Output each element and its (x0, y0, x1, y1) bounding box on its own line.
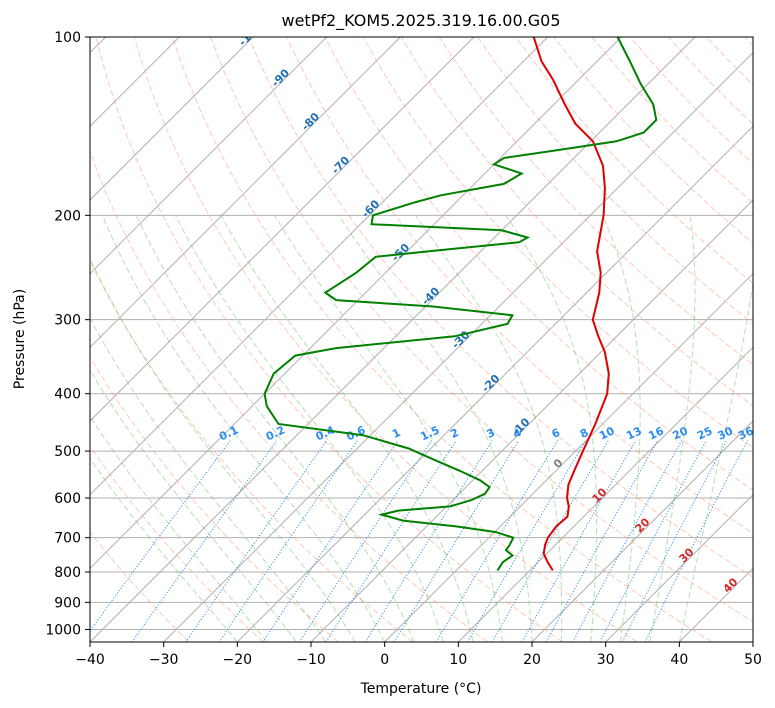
dry-adiabat-line (90, 445, 264, 642)
isotherm-line (236, 125, 753, 642)
y-tick-label: 200 (54, 208, 81, 224)
y-tick-label: 500 (54, 444, 81, 460)
mixing-ratio-line (599, 440, 707, 642)
mixing-ratio-line (545, 440, 659, 642)
isotherm-label: -100 (236, 20, 265, 49)
y-tick-label: 900 (54, 595, 81, 611)
mixing-ratio-label: 36 (736, 424, 756, 442)
x-tick-label: 0 (380, 652, 389, 668)
mixing-ratio-label: 16 (646, 424, 666, 442)
x-tick-label: 30 (597, 652, 615, 668)
mixing-ratio-line (491, 440, 609, 642)
mixing-ratio-line (262, 440, 399, 642)
y-tick-label: 400 (54, 387, 81, 403)
dry-adiabat-line (90, 356, 339, 642)
x-tick-label: −20 (223, 652, 253, 668)
x-tick-label: −30 (149, 652, 179, 668)
moist-adiabat-line (415, 215, 563, 642)
mixing-ratio-line (644, 440, 748, 642)
isotherm-line (90, 37, 254, 201)
dry-adiabat-line (248, 37, 753, 578)
mixing-ratio-label: 20 (671, 424, 691, 442)
dry-adiabat-line (133, 37, 638, 642)
moist-adiabat-line (90, 415, 268, 642)
mixing-ratio-line (185, 440, 328, 642)
y-tick-label: 700 (54, 531, 81, 547)
moist-adiabat-line (90, 317, 327, 642)
y-tick-label: 100 (54, 30, 81, 46)
chart-title: wetPf2_KOM5.2025.319.16.00.G05 (281, 11, 560, 31)
dry-adiabat-line (515, 37, 753, 284)
moist-adiabat-line (90, 368, 297, 642)
dewpoint-profile-line (263, 37, 658, 571)
x-tick-label: 20 (523, 652, 541, 668)
x-axis-label: Temperature (°C) (360, 681, 482, 697)
isotherm-line (90, 37, 328, 275)
mixing-ratio-label: 30 (716, 424, 736, 442)
dry-adiabat-line (95, 37, 563, 642)
x-tick-label: 50 (744, 652, 762, 668)
isotherm-line (90, 37, 622, 570)
temperature-profile-line (532, 37, 610, 571)
moist-adiabat-line (602, 215, 641, 642)
mixing-ratio-line (572, 440, 683, 642)
mixing-ratio-line (521, 440, 637, 642)
isotherm-line (90, 37, 401, 349)
y-tick-label: 800 (54, 565, 81, 581)
mixing-ratio-label: 25 (695, 424, 714, 442)
y-tick-label: 300 (54, 313, 81, 329)
isotherm-line (163, 51, 753, 642)
isotherm-line (384, 272, 753, 642)
mixing-ratio-line (325, 440, 457, 642)
moist-adiabat-line (505, 215, 598, 642)
moist-adiabat-line (90, 256, 356, 642)
dry-adiabat-line (90, 150, 488, 642)
x-tick-label: −10 (296, 652, 326, 668)
moist-adiabat-line (649, 215, 696, 642)
moist-adiabat-line (678, 280, 753, 642)
background-line-labels: 0.1 0.2 0.4 0.6 1 1.5 2 3 4 6 8 10 13 16 20 25 30 36-100-… (217, 20, 756, 596)
isotherm-line (605, 493, 753, 642)
x-tick-label: 10 (449, 652, 467, 668)
mixing-ratio-line (621, 440, 728, 642)
y-axis-label: Pressure (hPa) (12, 289, 28, 389)
moist-adiabat-line (338, 215, 533, 642)
moist-adiabat-line (175, 215, 445, 642)
isotherm-line (752, 641, 753, 642)
dry-adiabat-line (171, 37, 712, 642)
x-tick-label: 40 (670, 652, 688, 668)
dry-adiabat-line (286, 37, 753, 534)
mixing-ratio-label: 10 (597, 424, 617, 442)
isotherm-line (90, 37, 696, 642)
moist-adiabat-line (90, 457, 238, 642)
profile-lines (263, 37, 658, 571)
mixing-ratio-label: 13 (624, 424, 643, 442)
moist-adiabat-line (101, 215, 386, 642)
y-tick-label: 600 (54, 491, 81, 507)
moist-adiabat-line (274, 215, 503, 642)
dry-adiabat-line (210, 37, 753, 623)
axis-ticks: −40 −30 −20 −10 0 10 20 30 40 50 100 200 300 400 500 60… (45, 30, 762, 668)
y-tick-label: 1000 (45, 622, 81, 638)
x-tick-label: −40 (75, 652, 105, 668)
isotherm-line (90, 37, 549, 496)
dry-adiabat-line (90, 531, 190, 642)
isotherm-line (90, 37, 475, 422)
mixing-ratio-line (435, 440, 558, 642)
mixing-ratio-line (90, 440, 231, 632)
moist-adiabat-line (135, 215, 415, 642)
plot-frame (89, 36, 754, 643)
dry-adiabat-line (438, 37, 753, 366)
